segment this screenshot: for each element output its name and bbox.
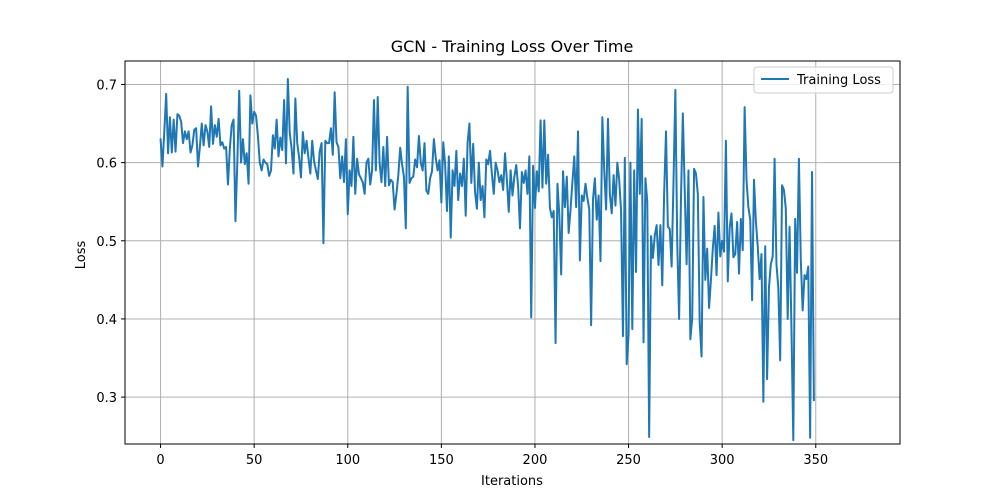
y-tick-label-2: 0.5 bbox=[96, 235, 117, 250]
y-axis-title: Loss bbox=[74, 241, 89, 270]
y-tick-label-0: 0.3 bbox=[96, 391, 117, 406]
x-tick-label-0: 0 bbox=[156, 453, 164, 468]
x-tick-label-50: 50 bbox=[246, 453, 263, 468]
y-tick-label-1: 0.4 bbox=[96, 313, 117, 328]
legend: Training Loss bbox=[753, 66, 894, 94]
grid bbox=[125, 61, 900, 444]
x-tick-label-200: 200 bbox=[523, 453, 548, 468]
legend-label-training-loss: Training Loss bbox=[796, 73, 881, 88]
y-axis-ticks: 0.3 0.4 0.5 0.6 0.7 bbox=[96, 78, 125, 406]
legend-box bbox=[753, 66, 894, 94]
y-tick-label-4: 0.7 bbox=[96, 78, 117, 93]
chart-title: GCN - Training Loss Over Time bbox=[391, 37, 634, 56]
x-tick-label-350: 350 bbox=[803, 453, 828, 468]
x-tick-label-300: 300 bbox=[710, 453, 735, 468]
series-line-training-loss bbox=[159, 77, 815, 442]
x-axis-ticks: 0 50 100 150 200 250 300 350 bbox=[156, 444, 828, 468]
y-tick-label-3: 0.6 bbox=[96, 157, 117, 172]
plot-area-frame bbox=[124, 60, 901, 445]
x-tick-label-250: 250 bbox=[616, 453, 641, 468]
series-layer bbox=[159, 77, 815, 442]
x-axis-title: Iterations bbox=[481, 474, 543, 489]
x-tick-label-150: 150 bbox=[429, 453, 454, 468]
x-tick-label-100: 100 bbox=[335, 453, 360, 468]
